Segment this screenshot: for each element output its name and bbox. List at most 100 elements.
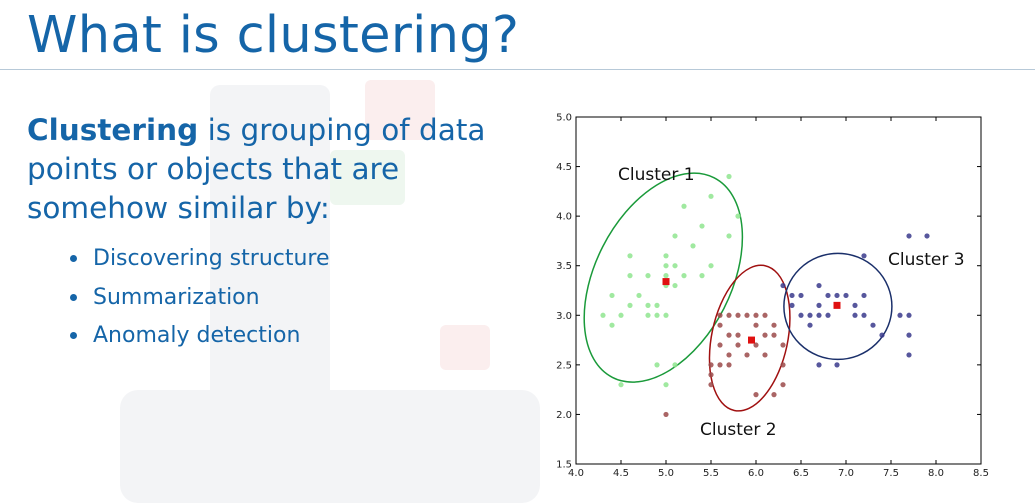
data-point bbox=[861, 292, 867, 299]
data-point bbox=[744, 312, 750, 318]
cluster-3-label: Cluster 3 bbox=[888, 250, 965, 270]
data-point bbox=[726, 312, 732, 318]
data-point bbox=[753, 342, 759, 348]
cluster-1-label: Cluster 1 bbox=[618, 165, 695, 185]
y-tick-label: 2.0 bbox=[556, 410, 572, 421]
data-point bbox=[708, 382, 714, 388]
x-axis: 4.0 4.5 5.0 5.5 6.0 6.5 7.0 7.5 8.0 8.5 bbox=[568, 117, 989, 479]
data-point bbox=[870, 322, 876, 328]
data-point bbox=[771, 392, 777, 398]
title-divider bbox=[0, 69, 1035, 70]
data-point bbox=[672, 282, 678, 289]
data-point bbox=[708, 362, 714, 368]
bullet-item: Summarization bbox=[70, 279, 330, 318]
data-point bbox=[663, 263, 669, 269]
data-point bbox=[672, 362, 678, 368]
data-point bbox=[834, 292, 840, 299]
x-tick-label: 6.5 bbox=[793, 468, 809, 479]
data-point bbox=[816, 302, 822, 308]
data-point bbox=[879, 332, 885, 338]
watermark-shape bbox=[330, 150, 405, 205]
data-point bbox=[663, 382, 669, 388]
y-tick-label: 2.5 bbox=[556, 360, 572, 371]
centroid-marker bbox=[833, 301, 841, 309]
y-tick-label: 5.0 bbox=[556, 113, 572, 124]
data-point bbox=[906, 312, 912, 318]
data-point bbox=[753, 322, 759, 328]
data-point bbox=[600, 312, 606, 318]
data-point bbox=[717, 312, 723, 318]
data-point bbox=[681, 203, 687, 209]
centroid-marker bbox=[662, 278, 670, 286]
data-point bbox=[771, 322, 777, 328]
data-point bbox=[825, 292, 831, 299]
y-tick-label: 4.5 bbox=[556, 162, 572, 173]
data-point bbox=[825, 312, 831, 318]
data-point bbox=[807, 312, 813, 318]
definition-term: Clustering bbox=[27, 113, 199, 147]
data-point bbox=[690, 243, 696, 249]
data-point bbox=[663, 253, 669, 259]
data-point bbox=[897, 312, 903, 318]
x-tick-label: 7.5 bbox=[883, 468, 899, 479]
data-point bbox=[663, 312, 669, 318]
centroid-marker bbox=[748, 336, 755, 344]
data-point bbox=[717, 342, 723, 348]
data-point bbox=[663, 411, 669, 418]
data-point bbox=[618, 382, 624, 388]
y-tick-label: 3.0 bbox=[556, 311, 572, 322]
data-point bbox=[654, 302, 660, 308]
data-point bbox=[762, 352, 768, 358]
bullet-list: Discovering structure Summarization Anom… bbox=[70, 240, 330, 356]
data-point bbox=[708, 372, 714, 378]
watermark-shape bbox=[440, 325, 490, 370]
data-point bbox=[753, 392, 759, 398]
data-point bbox=[735, 213, 741, 219]
y-tick-label: 1.5 bbox=[556, 460, 572, 471]
data-point bbox=[609, 322, 615, 328]
data-point bbox=[906, 332, 912, 338]
data-point bbox=[708, 263, 714, 269]
data-point bbox=[726, 352, 732, 358]
data-point bbox=[645, 302, 651, 308]
data-point bbox=[618, 312, 624, 318]
data-point bbox=[708, 193, 714, 199]
data-point bbox=[780, 282, 786, 289]
y-tick-label: 4.0 bbox=[556, 212, 572, 223]
slide-title: What is clustering? bbox=[27, 6, 520, 65]
data-point bbox=[672, 233, 678, 239]
data-point bbox=[780, 362, 786, 368]
data-point bbox=[654, 312, 660, 318]
data-point bbox=[717, 322, 723, 328]
cluster-scatter-chart: 4.0 4.5 5.0 5.5 6.0 6.5 7.0 7.5 8.0 8.5 1.5 2.0 2.5… bbox=[556, 113, 989, 480]
data-point bbox=[654, 362, 660, 368]
data-point bbox=[852, 312, 858, 318]
watermark-shape bbox=[210, 85, 330, 405]
cluster-1-ellipse bbox=[583, 172, 744, 383]
data-point bbox=[681, 273, 687, 279]
data-point bbox=[762, 332, 768, 338]
data-point bbox=[798, 292, 804, 299]
data-point bbox=[816, 362, 822, 368]
y-axis: 1.5 2.0 2.5 3.0 3.5 4.0 4.5 5.0 bbox=[556, 113, 981, 471]
data-point bbox=[780, 342, 786, 348]
y-tick-label: 3.5 bbox=[556, 261, 572, 272]
data-point bbox=[861, 312, 867, 318]
data-point bbox=[726, 173, 732, 180]
bullet-item: Discovering structure bbox=[70, 240, 330, 279]
plot-frame bbox=[575, 116, 982, 465]
data-point bbox=[735, 332, 741, 338]
centroids bbox=[662, 278, 841, 344]
watermark-shape bbox=[365, 80, 435, 140]
data-point bbox=[645, 312, 651, 318]
data-point bbox=[852, 302, 858, 308]
data-point bbox=[834, 362, 840, 368]
data-point bbox=[843, 292, 849, 299]
data-point bbox=[753, 312, 759, 318]
data-point bbox=[807, 322, 813, 328]
x-tick-label: 4.5 bbox=[613, 468, 629, 479]
x-tick-label: 6.0 bbox=[748, 468, 764, 479]
x-tick-label: 8.5 bbox=[973, 468, 989, 479]
watermark-shape bbox=[120, 390, 540, 503]
x-tick-label: 4.0 bbox=[568, 468, 584, 479]
